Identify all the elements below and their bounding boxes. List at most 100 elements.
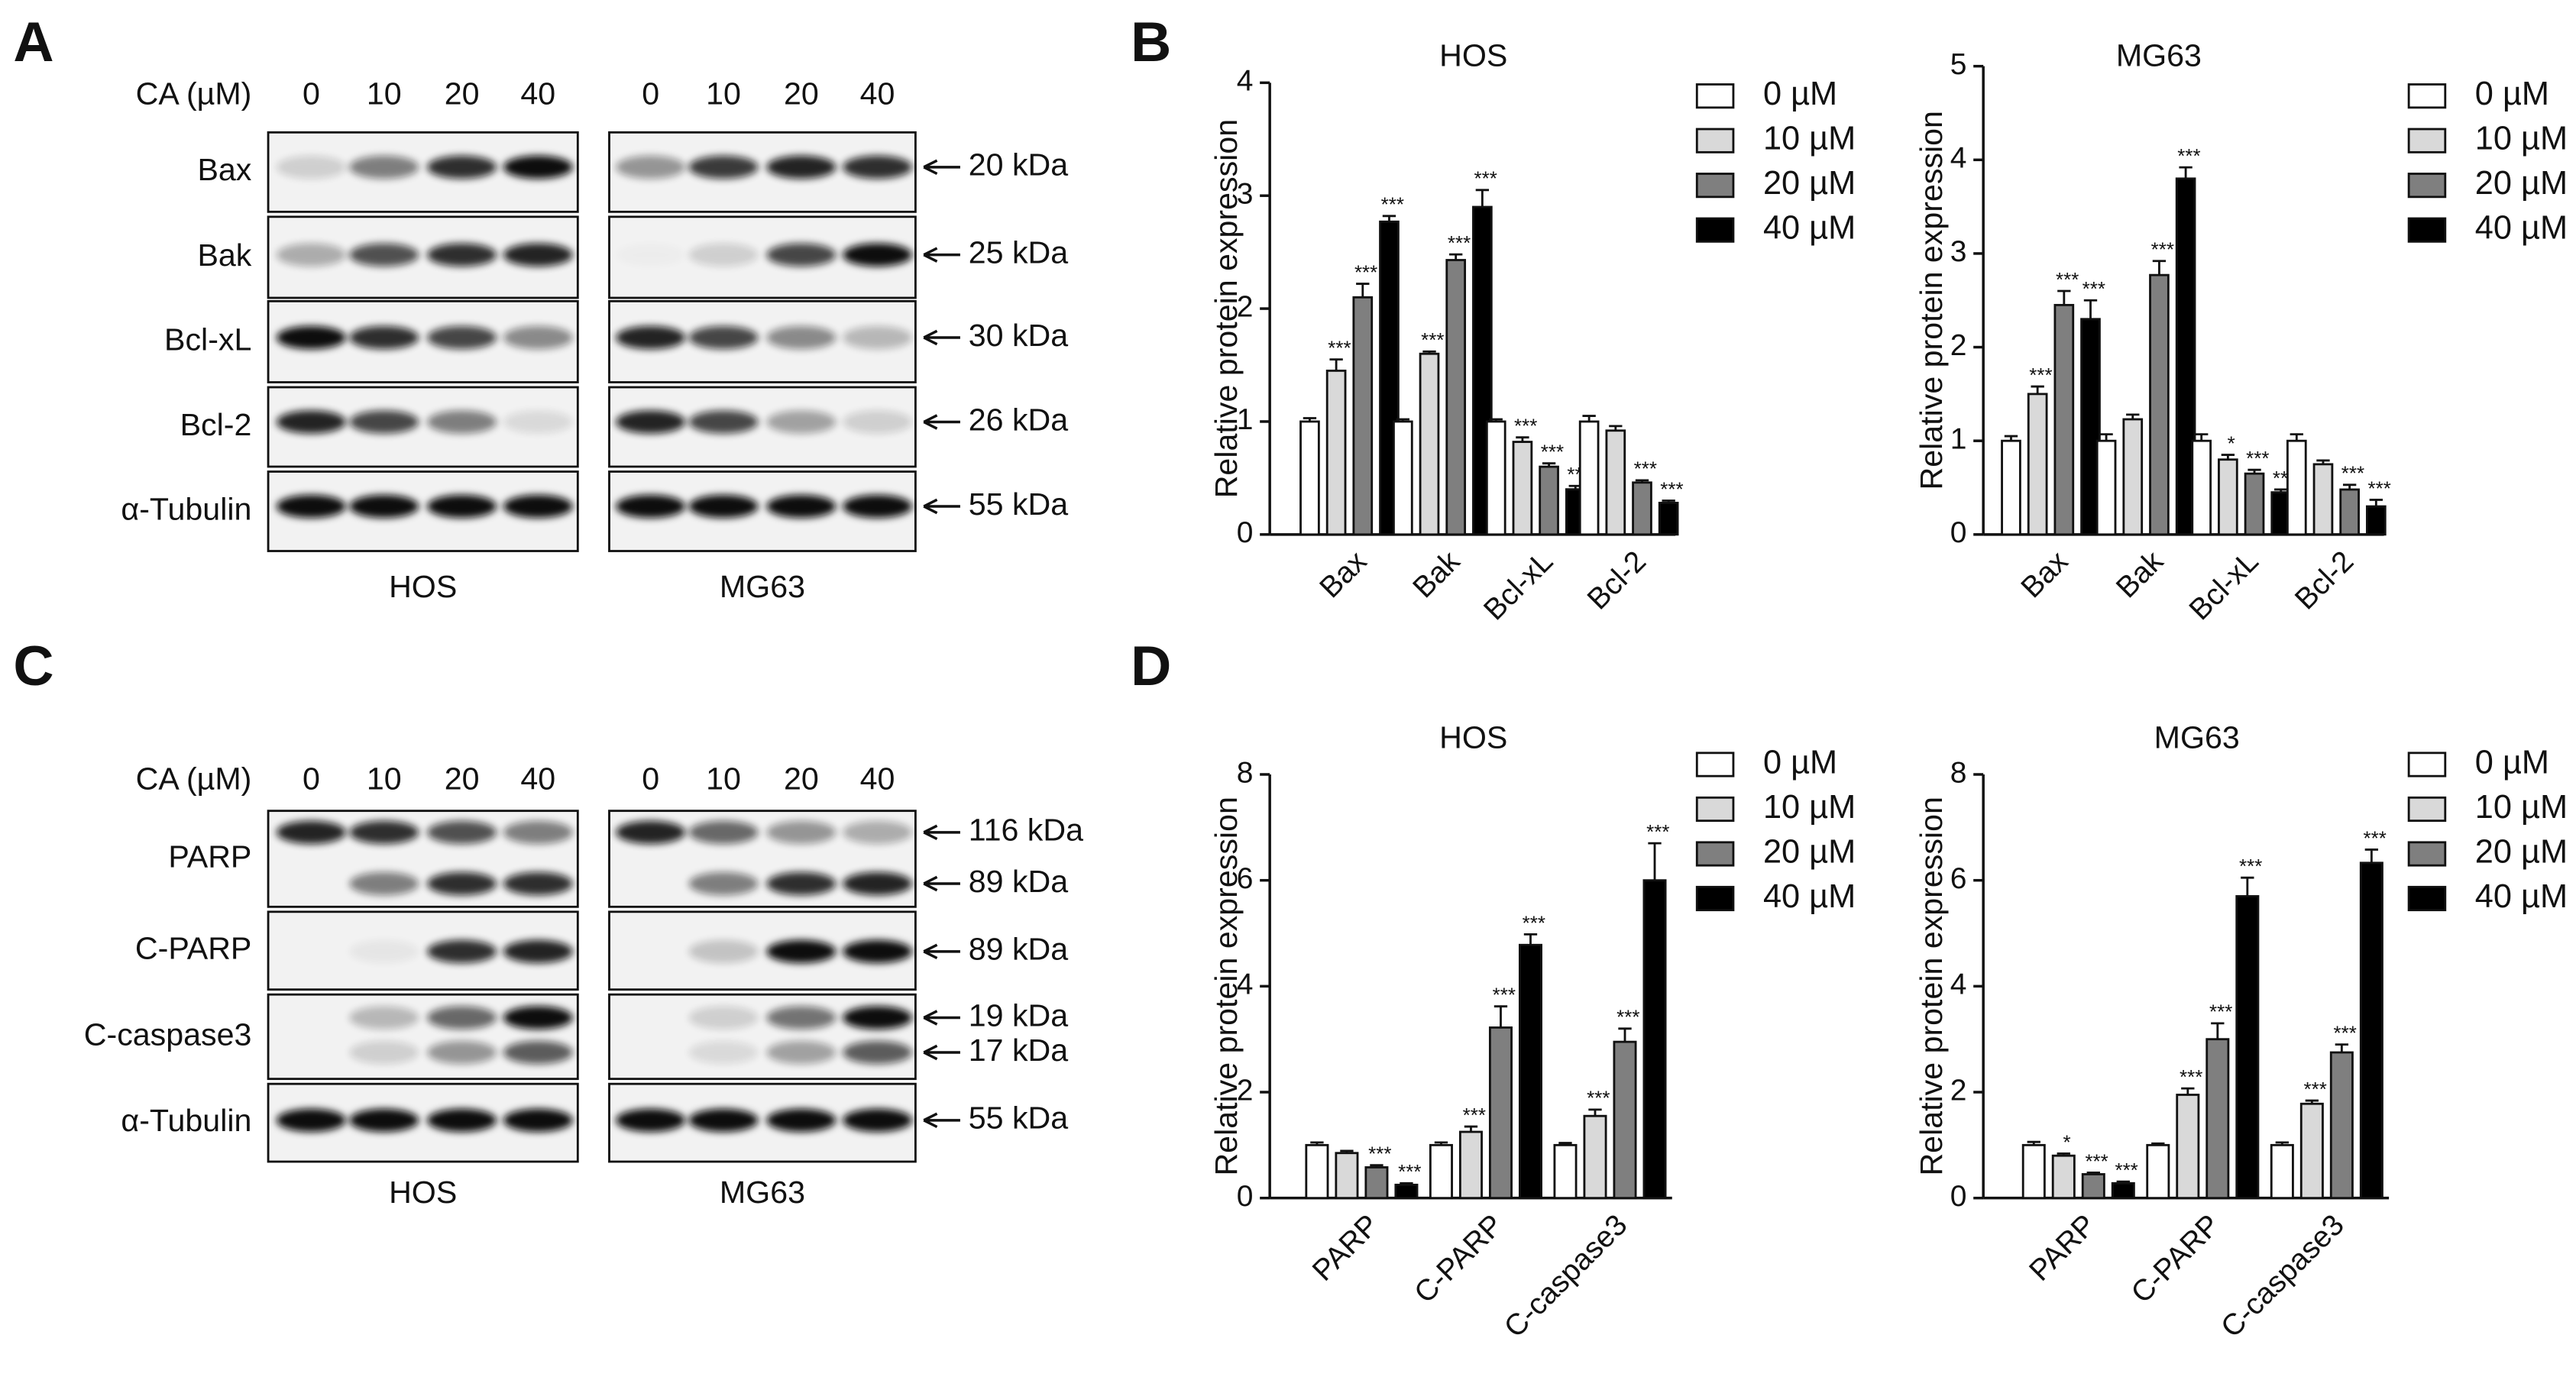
band [688,820,759,844]
bar [1605,429,1626,536]
band [766,1006,837,1030]
significance-label: *** [1463,1104,1486,1127]
error-bar [1303,417,1317,422]
error-bar [1542,462,1556,467]
significance-label: *** [2029,364,2052,386]
band [766,1108,837,1132]
row-label: α-Tubulin [121,1103,251,1138]
error-bar [2275,1141,2290,1146]
x-tick-label: Bcl-2 [1581,545,1652,616]
dose-label: 0 [303,761,320,797]
marker-arrow [923,247,960,263]
band [427,939,497,963]
bar [2191,439,2212,536]
error-bar [2126,413,2140,419]
band [766,410,837,434]
legend-label: 20 µM [2475,165,2568,202]
legend-label: 40 µM [2475,878,2568,915]
band [616,325,686,350]
x-tick-label: PARP [2023,1208,2102,1287]
error-bar [2181,1087,2195,1095]
legend-label: 20 µM [2475,833,2568,870]
significance-label: *** [1523,911,1545,934]
legend-label: 20 µM [1763,833,1856,870]
band [688,494,759,519]
band [349,155,419,179]
band [276,820,346,844]
band [349,871,419,896]
dose-label: 40 [520,761,555,797]
bar [2051,1154,2076,1200]
dose-label: 10 [706,76,741,112]
dose-label: 10 [367,761,402,797]
significance-label: *** [1381,193,1404,216]
marker-label: 30 kDa [969,318,1069,353]
band [766,243,837,267]
legend-label: 10 µM [2475,789,2568,826]
x-tick-label: Bcl-2 [2289,545,2360,616]
marker-label: 55 kDa [969,486,1069,522]
y-axis-label: Relative protein expression [1209,797,1244,1175]
significance-label: *** [2367,477,2390,499]
bar [2312,463,2334,536]
band [766,871,837,896]
dose-label: 0 [303,76,320,112]
marker-arrow [923,824,960,841]
y-tick-label: 4 [1950,142,1967,175]
band [349,410,419,434]
error-bar [2152,260,2167,276]
band [276,155,346,179]
error-bar [2099,433,2113,441]
legend-label: 40 µM [2475,210,2568,247]
error-bar [1329,358,1343,371]
x-tick-label: C-caspase3 [1498,1208,1634,1344]
band [843,494,913,519]
y-tick-label: 0 [1237,516,1254,549]
band [766,325,837,350]
significance-label: *** [1448,231,1471,254]
band [427,325,497,350]
significance-label: *** [1616,1006,1639,1029]
significance-label: *** [2246,447,2269,470]
x-tick-label: Bak [1406,545,1466,604]
legend-label: 0 µM [2475,744,2549,781]
error-bar [2057,1152,2070,1156]
bar [1335,1152,1359,1200]
bar [2286,439,2307,536]
band [688,410,759,434]
band [616,244,685,267]
x-tick-label: Bcl-xL [2183,545,2265,626]
legend-swatch [2407,752,2447,777]
error-bar [1582,415,1596,422]
significance-label: *** [1660,477,1683,500]
error-bar [1475,189,1490,207]
bar [1642,879,1667,1200]
significance-label: * [2063,1130,2071,1153]
dose-label: 20 [784,761,819,797]
band [427,1040,497,1065]
error-bar [1662,499,1675,503]
band [503,1108,573,1132]
significance-label: *** [1541,441,1564,464]
chart-title: MG63 [2154,719,2240,755]
dose-label: 10 [706,761,741,797]
panel-letter: C [13,634,53,697]
error-bar [1489,418,1503,422]
band [843,1006,913,1030]
band [766,1040,837,1065]
significance-label: *** [1421,328,1444,351]
band [503,1006,573,1030]
bar [2176,1094,2200,1200]
y-tick-label: 8 [1237,756,1254,789]
significance-label: * [2228,432,2235,454]
cell-label: HOS [389,569,457,604]
band [766,820,837,844]
x-tick-label: PARP [1306,1208,1385,1287]
legend-label: 40 µM [1763,210,1856,247]
y-axis-label: Relative protein expression [1914,797,1949,1175]
band [276,494,346,519]
significance-label: *** [1354,260,1377,283]
band [688,325,759,350]
legend-label: 0 µM [2475,76,2549,112]
